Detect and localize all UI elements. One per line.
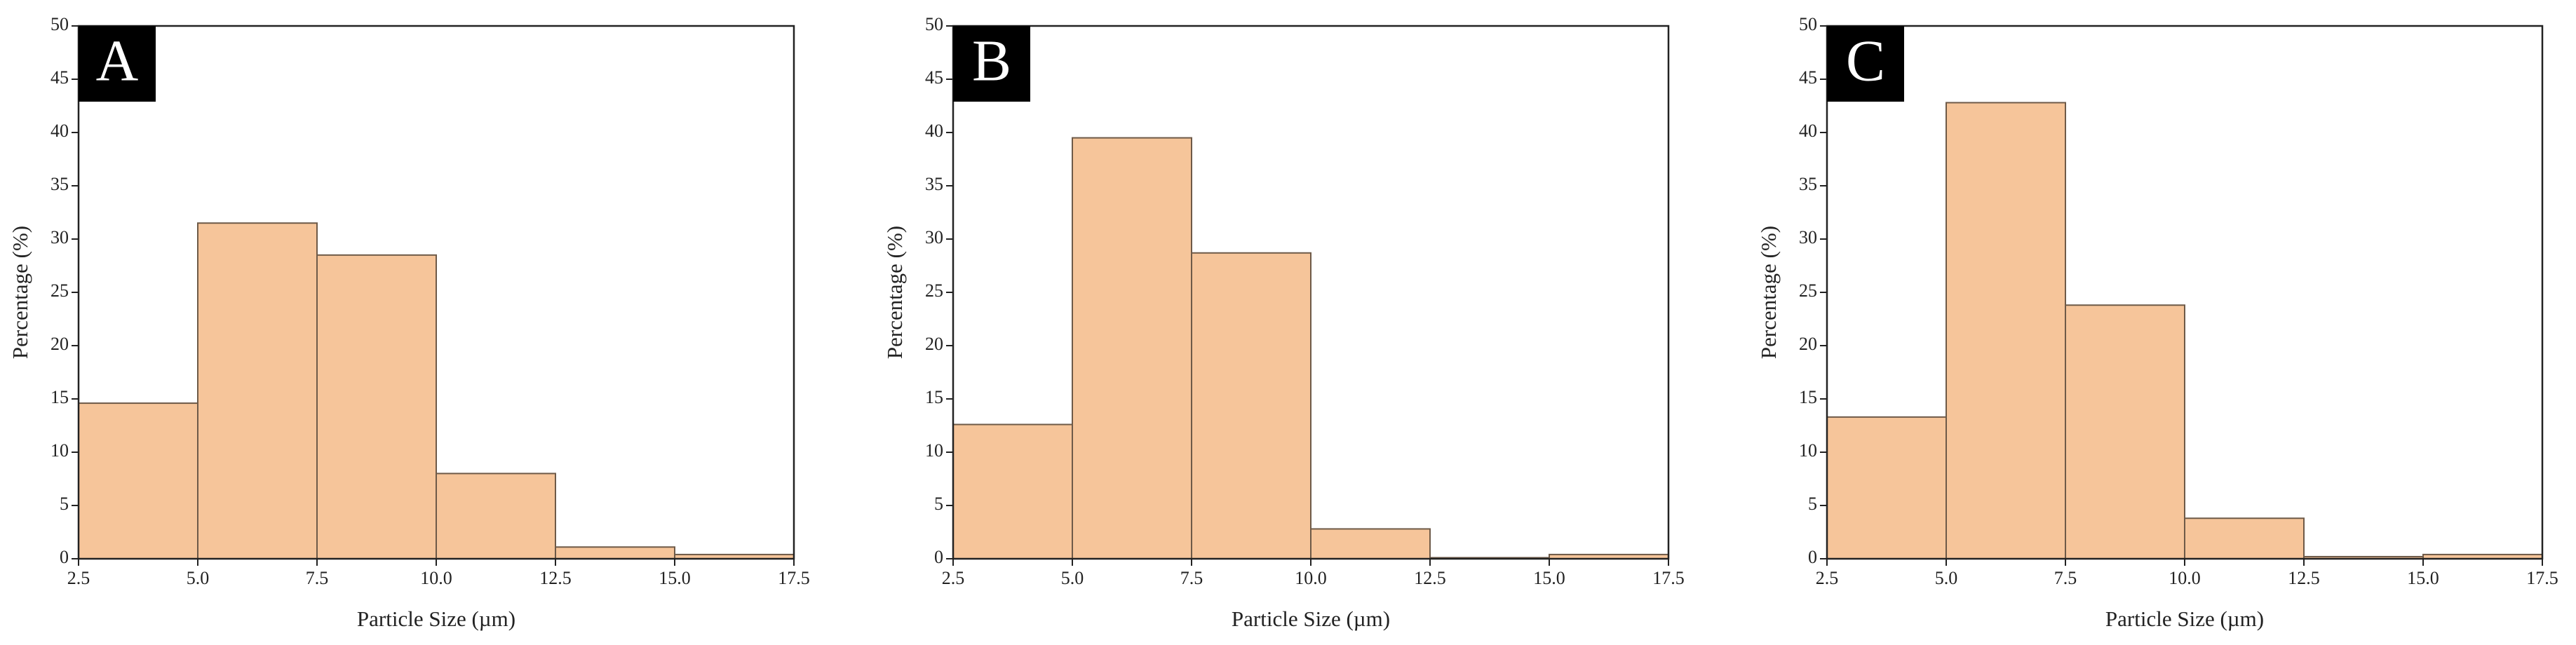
x-tick-label: 15.0 — [659, 568, 691, 588]
y-tick-label: 0 — [1808, 547, 1817, 567]
x-tick-label: 10.0 — [1295, 568, 1327, 588]
y-axis-title: Percentage (%) — [8, 226, 32, 359]
bar — [436, 473, 556, 560]
x-tick-label: 2.5 — [67, 568, 90, 588]
y-tick-label: 45 — [1799, 67, 1817, 88]
panel-label: A — [96, 28, 139, 93]
chart-panel: 0 5 10 15 20 25 30 35 40 45 50 2.5 5.0 7.5 10.0 12.5 15.… — [1756, 14, 2558, 631]
y-tick-label: 10 — [1799, 440, 1817, 461]
x-tick-label: 5.0 — [187, 568, 210, 588]
y-tick-label: 40 — [1799, 121, 1817, 141]
bar — [316, 254, 437, 559]
y-tick-label: 15 — [925, 387, 943, 407]
y-tick-label: 15 — [1799, 387, 1817, 407]
bar — [2065, 304, 2185, 559]
x-tick-label: 5.0 — [1061, 568, 1084, 588]
y-tick-label: 35 — [925, 174, 943, 194]
x-tick-label: 12.5 — [2288, 568, 2320, 588]
bar — [2184, 517, 2305, 559]
y-tick-label: 30 — [925, 227, 943, 247]
x-tick-label: 7.5 — [2054, 568, 2077, 588]
bar — [555, 546, 675, 560]
x-tick-label: 17.5 — [2526, 568, 2558, 588]
y-tick-label: 35 — [50, 174, 69, 194]
y-tick-label: 50 — [50, 14, 69, 34]
y-axis-title: Percentage (%) — [882, 226, 907, 359]
y-tick-label: 20 — [1799, 334, 1817, 354]
y-tick-label: 45 — [50, 67, 69, 88]
y-tick-label: 25 — [1799, 280, 1817, 301]
y-tick-label: 40 — [925, 121, 943, 141]
y-tick-label: 10 — [925, 440, 943, 461]
y-axis-title: Percentage (%) — [1756, 226, 1781, 359]
x-axis-title: Particle Size (µm) — [2105, 606, 2264, 631]
x-tick-label: 5.0 — [1935, 568, 1958, 588]
y-tick-label: 35 — [1799, 174, 1817, 194]
x-tick-label: 15.0 — [1533, 568, 1565, 588]
bar — [952, 423, 1073, 559]
y-tick-label: 45 — [925, 67, 943, 88]
y-tick-label: 50 — [925, 14, 943, 34]
y-tick-label: 0 — [60, 547, 69, 567]
chart-panel: 0 5 10 15 20 25 30 35 40 45 50 2.5 5.0 7.5 10.0 12.5 15.… — [882, 14, 1685, 631]
y-tick-label: 20 — [50, 334, 69, 354]
y-tick-label: 15 — [50, 387, 69, 407]
x-tick-label: 17.5 — [778, 568, 810, 588]
bar — [197, 222, 318, 559]
bar — [1191, 252, 1311, 559]
panel-label: C — [1846, 28, 1885, 93]
y-tick-label: 5 — [60, 494, 69, 514]
panel-label-box — [953, 26, 1030, 102]
x-axis-title: Particle Size (µm) — [1232, 606, 1390, 631]
panel-label: B — [972, 28, 1011, 93]
y-tick-label: 5 — [1808, 494, 1817, 514]
bar — [1946, 102, 2066, 559]
x-axis-title: Particle Size (µm) — [357, 606, 515, 631]
y-tick-label: 40 — [50, 121, 69, 141]
bar — [1072, 137, 1192, 560]
y-tick-label: 5 — [934, 494, 943, 514]
y-tick-label: 30 — [1799, 227, 1817, 247]
x-tick-label: 12.5 — [539, 568, 572, 588]
x-tick-label: 10.0 — [420, 568, 452, 588]
y-tick-label: 20 — [925, 334, 943, 354]
y-tick-label: 25 — [50, 280, 69, 301]
bar — [1826, 416, 1947, 560]
y-tick-label: 10 — [50, 440, 69, 461]
x-tick-label: 15.0 — [2407, 568, 2439, 588]
x-tick-label: 7.5 — [306, 568, 329, 588]
y-tick-label: 50 — [1799, 14, 1817, 34]
chart-panel: 0 5 10 15 20 25 30 35 40 45 50 2.5 5.0 7.5 10.0 12.5 15.… — [8, 14, 810, 631]
y-tick-label: 25 — [925, 280, 943, 301]
x-tick-label: 10.0 — [2169, 568, 2201, 588]
x-tick-label: 17.5 — [1652, 568, 1685, 588]
x-tick-label: 12.5 — [1414, 568, 1446, 588]
x-tick-label: 7.5 — [1180, 568, 1203, 588]
bar — [78, 402, 198, 560]
x-tick-label: 2.5 — [1816, 568, 1839, 588]
y-tick-label: 0 — [934, 547, 943, 567]
y-tick-label: 30 — [50, 227, 69, 247]
panel-label-box — [79, 26, 156, 102]
x-tick-label: 2.5 — [942, 568, 965, 588]
bar — [1310, 528, 1431, 560]
panel-label-box — [1827, 26, 1904, 102]
